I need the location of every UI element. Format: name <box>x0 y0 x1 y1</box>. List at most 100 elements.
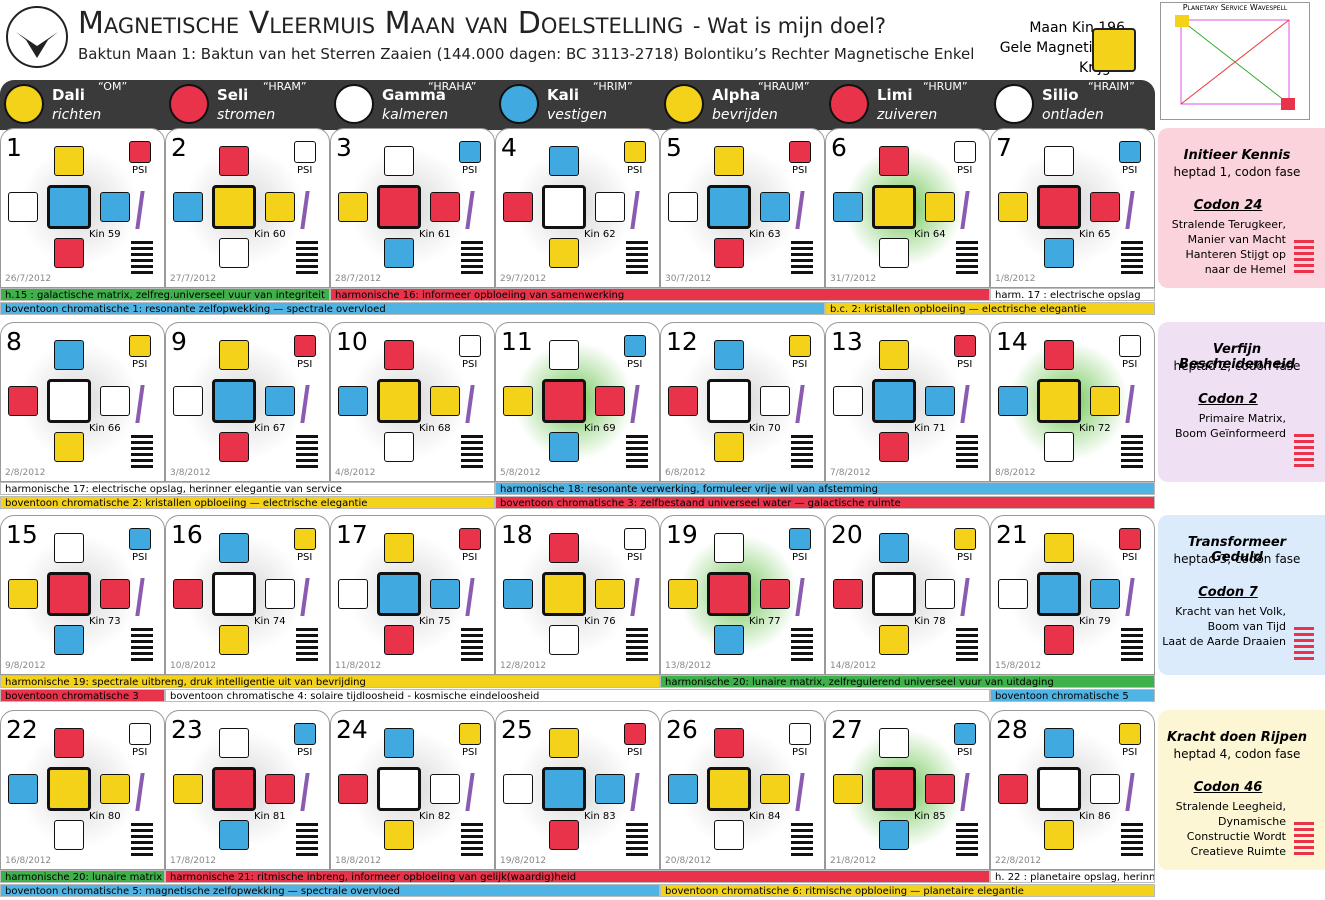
harmonic-bar: b.c. 2: kristallen opbloeiing — electris… <box>825 302 1155 315</box>
day-cell: 11 Kin 69 PSI 5/8/2012 <box>495 322 660 482</box>
oracle-seal <box>173 192 203 222</box>
hexagram-line <box>131 658 153 661</box>
oracle-seal <box>8 192 38 222</box>
central-seal <box>872 379 916 423</box>
day-number: 22 <box>6 715 38 744</box>
hexagram-line <box>791 829 813 832</box>
day-number: 9 <box>171 327 187 356</box>
oracle-seal <box>879 728 909 758</box>
hexagram-line <box>1121 628 1143 631</box>
day-date: 17/8/2012 <box>170 856 217 866</box>
codon-line <box>1294 264 1314 267</box>
oracle-seal <box>833 774 863 804</box>
oracle-seal <box>998 579 1028 609</box>
hexagram-line <box>626 634 648 637</box>
hexagram-line <box>296 823 318 826</box>
harmonic-bar: boventoon chromatische 6: ritmische opbl… <box>660 884 1155 897</box>
day-date: 20/8/2012 <box>665 856 712 866</box>
hexagram-line <box>956 853 978 856</box>
psi-glyph <box>624 335 646 357</box>
codon-line <box>1294 270 1314 273</box>
oracle-seal <box>1044 146 1074 176</box>
psi-label: PSI <box>132 165 148 176</box>
wavespell-label: Planetary Service Wavespell <box>1182 3 1288 12</box>
hexagram-line <box>296 853 318 856</box>
hexagram-line <box>791 435 813 438</box>
day-cell: 7 Kin 65 PSI 1/8/2012 <box>990 128 1155 288</box>
central-seal <box>542 185 586 229</box>
plasma-mantra: “HRAUM” <box>758 80 810 93</box>
codon-line <box>1294 633 1314 636</box>
day-date: 26/7/2012 <box>5 274 52 284</box>
day-number: 26 <box>666 715 698 744</box>
central-seal <box>1037 185 1081 229</box>
hexagram-line <box>296 465 318 468</box>
oracle-seal <box>714 625 744 655</box>
day-cell: 10 Kin 68 PSI 4/8/2012 <box>330 322 495 482</box>
hexagram-line <box>461 658 483 661</box>
hexagram-line <box>296 453 318 456</box>
day-date: 10/8/2012 <box>170 661 217 671</box>
hexagram-line <box>791 823 813 826</box>
central-seal <box>377 379 421 423</box>
oracle-seal <box>100 386 130 416</box>
hexagram-line <box>1121 634 1143 637</box>
psi-glyph <box>624 528 646 550</box>
hexagram-line <box>956 835 978 838</box>
plasma-verb: ontladen <box>1042 107 1104 123</box>
heptad-phase: heptad 2, codon fase <box>1173 359 1301 373</box>
hexagram-line <box>296 441 318 444</box>
oracle-seal <box>668 579 698 609</box>
hexagram-line <box>626 646 648 649</box>
harmonic-bar: boventoon chromatische 5 <box>990 689 1155 702</box>
codon-line <box>1294 458 1314 461</box>
psi-label: PSI <box>297 747 313 758</box>
codon-text: Constructie Wordt <box>1186 830 1286 843</box>
kin-label: Kin 74 <box>254 616 286 627</box>
psi-glyph <box>789 723 811 745</box>
central-seal <box>1037 572 1081 616</box>
harmonic-bar: harmonische 17: electrische opslag, heri… <box>0 482 495 495</box>
oracle-seal <box>668 192 698 222</box>
psi-glyph <box>954 335 976 357</box>
codon-text: Boom Geïnformeerd <box>1174 427 1286 440</box>
oracle-seal <box>714 728 744 758</box>
day-cell: 6 Kin 64 PSI 31/7/2012 <box>825 128 990 288</box>
kin-label: Kin 64 <box>914 229 946 240</box>
hexagram-line <box>131 853 153 856</box>
oracle-seal <box>503 774 533 804</box>
hexagram-line <box>1121 835 1143 838</box>
oracle-seal <box>760 579 790 609</box>
kin-label: Kin 85 <box>914 811 946 822</box>
hexagram-line <box>296 241 318 244</box>
codon-text: Boom van Tijd <box>1207 620 1286 633</box>
hexagram-line <box>461 640 483 643</box>
oracle-seal <box>549 728 579 758</box>
hexagram-line <box>956 435 978 438</box>
logo <box>6 6 68 68</box>
central-seal <box>47 767 91 811</box>
oracle-seal <box>714 432 744 462</box>
hexagram-line <box>131 646 153 649</box>
hexagram-line <box>791 453 813 456</box>
central-seal <box>377 185 421 229</box>
harmonic-bar: boventoon chromatische 3 <box>0 689 165 702</box>
codon-text: naar de Hemel <box>1204 263 1286 276</box>
hexagram-line <box>1121 247 1143 250</box>
kin-label: Kin 84 <box>749 811 781 822</box>
hexagram-line <box>131 253 153 256</box>
oracle-seal <box>219 146 249 176</box>
hexagram-line <box>1121 658 1143 661</box>
hexagram-line <box>296 253 318 256</box>
day-cell: 22 Kin 80 PSI 16/8/2012 <box>0 710 165 870</box>
day-number: 5 <box>666 133 682 162</box>
hexagram-line <box>461 835 483 838</box>
plasma-mantra: “HRAIM” <box>1088 80 1135 93</box>
oracle-seal <box>1044 625 1074 655</box>
heptad-phase: heptad 1, codon fase <box>1173 165 1301 179</box>
oracle-seal <box>595 386 625 416</box>
day-cell: 3 Kin 61 PSI 28/7/2012 <box>330 128 495 288</box>
harmonic-bar: boventoon chromatische 2: kristallen opb… <box>0 496 495 509</box>
oracle-seal <box>384 533 414 563</box>
day-number: 17 <box>336 520 368 549</box>
